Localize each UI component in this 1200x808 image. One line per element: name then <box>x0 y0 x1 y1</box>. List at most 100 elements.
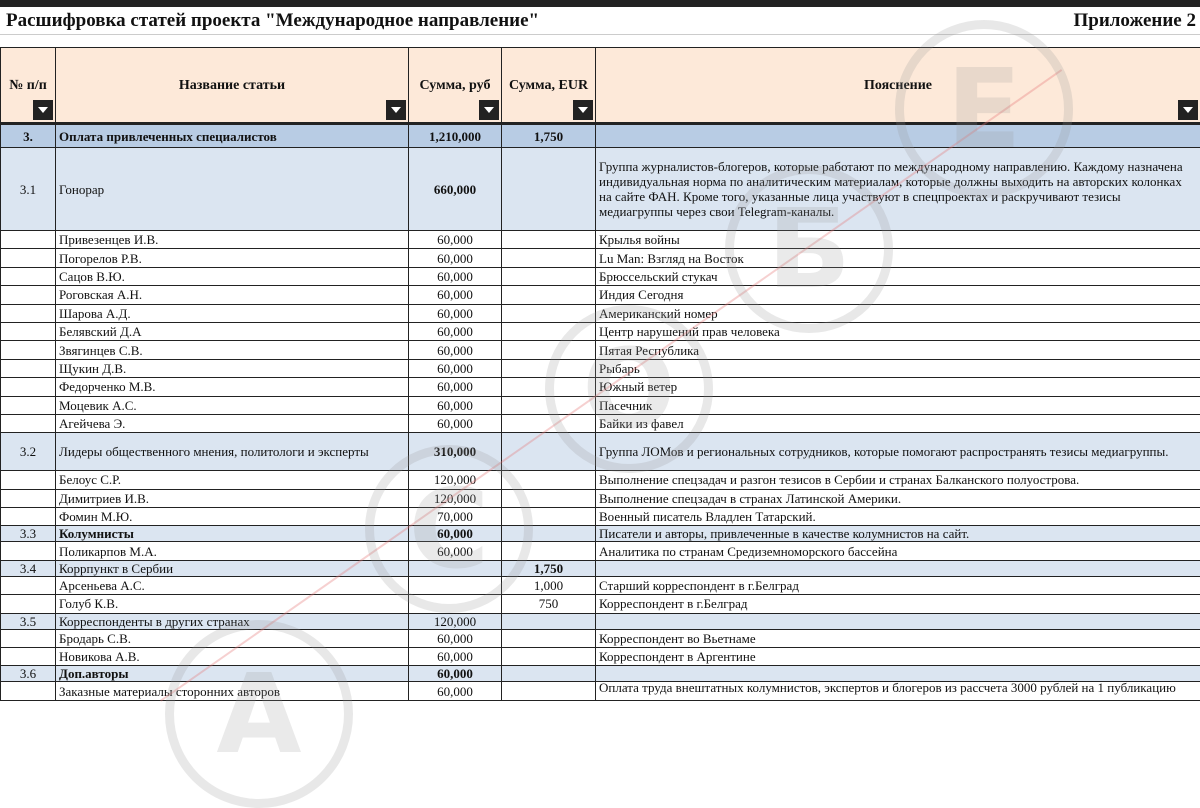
cell-sum-rub[interactable]: 60,000 <box>409 629 502 647</box>
cell-name[interactable]: Коррпункт в Сербии <box>56 560 409 576</box>
cell-sum-eur[interactable] <box>502 341 596 359</box>
cell-number[interactable] <box>1 508 56 526</box>
cell-note[interactable]: Индия Сегодня <box>596 286 1200 304</box>
cell-sum-rub[interactable]: 60,000 <box>409 286 502 304</box>
cell-note[interactable] <box>596 666 1200 682</box>
cell-number[interactable] <box>1 414 56 432</box>
cell-number[interactable] <box>1 359 56 377</box>
cell-name[interactable]: Голуб К.В. <box>56 595 409 613</box>
cell-sum-eur[interactable] <box>502 433 596 471</box>
cell-sum-rub[interactable]: 120,000 <box>409 471 502 489</box>
cell-name[interactable]: Бродарь С.В. <box>56 629 409 647</box>
cell-sum-rub[interactable]: 60,000 <box>409 526 502 542</box>
cell-number[interactable]: 3. <box>1 124 56 148</box>
cell-number[interactable] <box>1 286 56 304</box>
filter-dropdown-icon[interactable] <box>33 100 53 120</box>
cell-note[interactable]: Крылья войны <box>596 231 1200 249</box>
cell-name[interactable]: Сацов В.Ю. <box>56 267 409 285</box>
cell-sum-eur[interactable] <box>502 682 596 700</box>
cell-sum-rub[interactable]: 70,000 <box>409 508 502 526</box>
cell-note[interactable]: Военный писатель Владлен Татарский. <box>596 508 1200 526</box>
cell-number[interactable] <box>1 249 56 267</box>
cell-name[interactable]: Агейчева Э. <box>56 414 409 432</box>
cell-sum-rub[interactable]: 60,000 <box>409 666 502 682</box>
cell-note[interactable]: Южный ветер <box>596 378 1200 396</box>
cell-number[interactable] <box>1 595 56 613</box>
cell-sum-eur[interactable] <box>502 304 596 322</box>
cell-sum-rub[interactable]: 60,000 <box>409 396 502 414</box>
cell-name[interactable]: Корреспонденты в других странах <box>56 613 409 629</box>
cell-sum-rub[interactable] <box>409 576 502 594</box>
cell-number[interactable] <box>1 489 56 507</box>
cell-note[interactable]: Писатели и авторы, привлеченные в качест… <box>596 526 1200 542</box>
cell-sum-eur[interactable]: 1,000 <box>502 576 596 594</box>
cell-name[interactable]: Колумнисты <box>56 526 409 542</box>
cell-sum-eur[interactable] <box>502 613 596 629</box>
cell-number[interactable] <box>1 396 56 414</box>
cell-number[interactable] <box>1 682 56 700</box>
cell-sum-rub[interactable]: 60,000 <box>409 378 502 396</box>
cell-sum-eur[interactable] <box>502 322 596 340</box>
cell-note[interactable]: Брюссельский стукач <box>596 267 1200 285</box>
cell-number[interactable] <box>1 267 56 285</box>
cell-name[interactable]: Доп.авторы <box>56 666 409 682</box>
cell-sum-eur[interactable] <box>502 148 596 231</box>
cell-sum-eur[interactable] <box>502 249 596 267</box>
cell-sum-eur[interactable] <box>502 414 596 432</box>
cell-sum-rub[interactable]: 60,000 <box>409 341 502 359</box>
cell-note[interactable] <box>596 560 1200 576</box>
cell-note[interactable]: Оплата труда внештатных колумнистов, экс… <box>596 682 1200 700</box>
cell-sum-rub[interactable]: 60,000 <box>409 304 502 322</box>
cell-sum-eur[interactable] <box>502 489 596 507</box>
cell-number[interactable] <box>1 471 56 489</box>
cell-name[interactable]: Арсеньева А.С. <box>56 576 409 594</box>
cell-sum-eur[interactable]: 750 <box>502 595 596 613</box>
cell-note[interactable]: Выполнение спецзадач в странах Латинской… <box>596 489 1200 507</box>
cell-sum-eur[interactable] <box>502 286 596 304</box>
cell-sum-eur[interactable] <box>502 648 596 666</box>
cell-note[interactable]: Аналитика по странам Средиземноморского … <box>596 542 1200 560</box>
cell-note[interactable]: Рыбарь <box>596 359 1200 377</box>
cell-note[interactable]: Группа журналистов-блогеров, которые раб… <box>596 148 1200 231</box>
filter-dropdown-icon[interactable] <box>479 100 499 120</box>
cell-number[interactable]: 3.1 <box>1 148 56 231</box>
cell-sum-eur[interactable] <box>502 396 596 414</box>
cell-sum-rub[interactable]: 60,000 <box>409 542 502 560</box>
cell-sum-eur[interactable] <box>502 526 596 542</box>
cell-note[interactable] <box>596 613 1200 629</box>
cell-number[interactable]: 3.3 <box>1 526 56 542</box>
cell-sum-eur[interactable] <box>502 508 596 526</box>
cell-sum-rub[interactable]: 660,000 <box>409 148 502 231</box>
cell-note[interactable]: Центр нарушений прав человека <box>596 322 1200 340</box>
cell-number[interactable] <box>1 378 56 396</box>
cell-sum-rub[interactable]: 120,000 <box>409 489 502 507</box>
cell-name[interactable]: Моцевик А.С. <box>56 396 409 414</box>
cell-note[interactable]: Корреспондент в г.Белград <box>596 595 1200 613</box>
cell-sum-eur[interactable]: 1,750 <box>502 560 596 576</box>
cell-name[interactable]: Роговская А.Н. <box>56 286 409 304</box>
cell-name[interactable]: Поликарпов М.А. <box>56 542 409 560</box>
cell-sum-eur[interactable] <box>502 471 596 489</box>
cell-sum-eur[interactable] <box>502 359 596 377</box>
cell-sum-eur[interactable] <box>502 378 596 396</box>
cell-name[interactable]: Димитриев И.В. <box>56 489 409 507</box>
cell-note[interactable]: Выполнение спецзадач и разгон тезисов в … <box>596 471 1200 489</box>
cell-name[interactable]: Заказные материалы сторонних авторов <box>56 682 409 700</box>
cell-number[interactable]: 3.5 <box>1 613 56 629</box>
cell-number[interactable]: 3.2 <box>1 433 56 471</box>
cell-name[interactable]: Новикова А.В. <box>56 648 409 666</box>
cell-number[interactable] <box>1 629 56 647</box>
cell-name[interactable]: Привезенцев И.В. <box>56 231 409 249</box>
cell-number[interactable] <box>1 304 56 322</box>
cell-sum-rub[interactable]: 60,000 <box>409 359 502 377</box>
cell-sum-eur[interactable] <box>502 231 596 249</box>
cell-note[interactable] <box>596 124 1200 148</box>
cell-sum-rub[interactable] <box>409 595 502 613</box>
cell-sum-rub[interactable] <box>409 560 502 576</box>
cell-number[interactable] <box>1 576 56 594</box>
cell-sum-rub[interactable]: 60,000 <box>409 249 502 267</box>
cell-number[interactable] <box>1 542 56 560</box>
cell-name[interactable]: Погорелов Р.В. <box>56 249 409 267</box>
cell-name[interactable]: Гонорар <box>56 148 409 231</box>
cell-sum-rub[interactable]: 60,000 <box>409 231 502 249</box>
